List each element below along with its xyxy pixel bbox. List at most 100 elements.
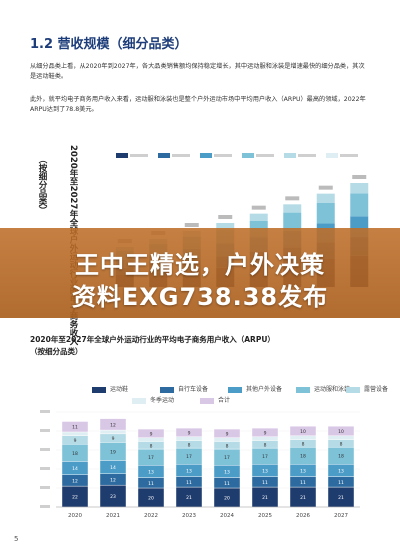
data-label: 9 [226,431,229,437]
x-tick-label: 2021 [106,513,120,519]
data-label: 8 [302,441,305,447]
legend-swatch [228,386,242,393]
upper-bar-label [251,205,266,210]
legend-label: 运动服和泳装 [314,386,351,393]
paragraph-1: 从细分品类上看，从2020年到2027年，各大品类销售额均保持稳定增长，其中运动… [30,63,365,80]
legend-item: 运动鞋 [92,384,128,393]
y-tick-label [40,467,50,470]
upper-chart-subtitle: （按细分品类） [37,155,47,215]
banner-line-2: 资料EXG738.38发布 [71,283,329,311]
data-label: 8 [226,443,229,449]
x-tick-label: 2023 [182,513,196,519]
upper-legend-text [172,154,190,157]
data-label: 21 [338,495,344,501]
upper-bar-label [318,185,333,190]
legend-label: 运动鞋 [110,386,129,393]
data-label: 10 [300,429,306,435]
upper-legend-swatch [116,153,128,158]
upper-bar-segment [350,193,369,217]
data-label: 13 [300,468,306,474]
bar-segment [251,427,279,437]
promo-banner [0,228,400,318]
upper-legend-swatch [326,153,338,158]
data-label: 17 [262,454,268,460]
legend-item: 运动服和泳装 [296,384,350,393]
legend-swatch [296,386,310,393]
data-label: 20 [148,496,154,502]
upper-legend-text [256,154,274,157]
data-label: 13 [262,468,268,474]
data-label: 9 [112,436,115,442]
x-tick-label: 2024 [220,513,234,519]
upper-bar-label [218,215,233,219]
data-label: 9 [264,430,267,436]
data-label: 11 [300,480,306,486]
lower-chart-subtitle: （按细分品类） [30,347,83,356]
x-tick-label: 2022 [144,513,158,519]
upper-bar-segment [316,193,335,203]
upper-legend-text [214,154,232,157]
lower-chart: 2212141891120202312141991220212011131789… [40,410,360,519]
legend-item: 合计 [200,395,230,404]
data-label: 13 [224,469,230,475]
bar-segment [213,437,241,442]
bar-segment [99,418,127,431]
data-label: 18 [300,454,306,460]
upper-legend-swatch [200,153,212,158]
y-tick-label [40,410,50,413]
data-label: 8 [188,442,191,448]
data-label: 21 [300,495,306,501]
data-label: 8 [150,443,153,449]
bar-segment [137,437,165,442]
upper-legend-swatch [284,153,296,158]
upper-bar-segment [283,212,302,231]
data-label: 19 [110,449,116,455]
bar-segment [213,428,241,438]
data-label: 17 [148,455,154,461]
bar-segment [175,427,203,437]
bar-segment [289,426,317,436]
legend-swatch [92,386,106,393]
bar-segment [61,431,89,436]
data-label: 12 [72,478,78,484]
bar-segment [327,426,355,436]
data-label: 11 [262,480,268,486]
legend-swatch [132,397,146,404]
upper-legend-text [298,154,316,157]
paragraph-2: 此外，就平均电子商务用户收入来看，运动服和泳装也是整个户外运动市场中平均用户收入… [30,96,366,113]
x-tick-label: 2025 [258,513,272,519]
legend-swatch [200,397,214,404]
bar-segment [175,436,203,441]
bar-segment [137,428,165,438]
data-label: 11 [338,480,344,486]
bar-segment [99,429,127,435]
data-label: 9 [150,431,153,437]
x-tick-label: 2020 [68,513,82,519]
data-label: 17 [186,454,192,460]
data-label: 12 [110,422,116,428]
section-title: 1.2 营收规模（细分品类） [30,37,188,52]
data-label: 22 [72,495,78,501]
legend-swatch [160,386,174,393]
legend-label: 其他户外设备 [246,386,283,393]
data-label: 11 [148,481,154,487]
legend-item: 自行车设备 [160,384,208,393]
upper-bar-segment [350,183,369,194]
upper-bar-segment [283,204,302,213]
upper-legend-text [130,154,148,157]
legend-label: 冬季运动 [150,397,175,404]
data-label: 21 [262,495,268,501]
upper-bar-label [285,196,300,201]
y-tick-label [40,486,50,489]
data-label: 21 [186,495,192,501]
legend-item: 露营设备 [346,384,388,393]
legend-item: 冬季运动 [132,395,174,404]
bar-segment [61,421,89,433]
legend-item: 其他户外设备 [228,384,282,393]
legend-label: 合计 [218,397,231,404]
legend-swatch [346,386,360,393]
upper-legend-swatch [242,153,254,158]
bar-segment [251,436,279,441]
bar-segment [289,435,317,440]
